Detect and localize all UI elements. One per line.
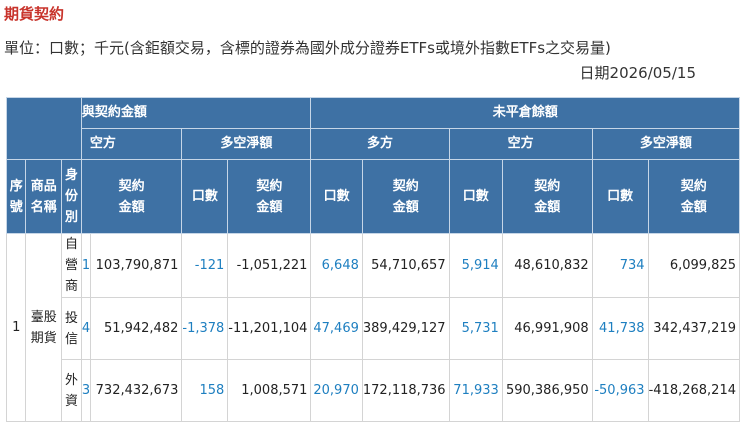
cell-open-short-contracts[interactable]: 5,914 bbox=[448, 233, 503, 298]
table-row: 投信 4 51,942,482 -1,378 -11,201,104 47,46… bbox=[7, 297, 740, 360]
futures-table: 與契約金額 未平倉餘額 空方 多空淨額 多方 空方 多空淨額 序號 商品名稱 身… bbox=[5, 97, 740, 422]
row-clipped-qty[interactable]: 3 bbox=[80, 359, 92, 422]
cell-traded-net-amount: -11,201,104 bbox=[227, 297, 312, 360]
header-open-short: 空方 bbox=[448, 128, 593, 160]
header-product: 商品名稱 bbox=[25, 159, 63, 234]
header-open-long-contracts: 口數 bbox=[310, 159, 363, 234]
table-row: 外資 3 732,432,673 158 1,008,571 20,970 17… bbox=[7, 359, 740, 422]
cell-traded-net-contracts[interactable]: 158 bbox=[181, 359, 229, 422]
header-open-net: 多空淨額 bbox=[591, 128, 740, 160]
header-open-long-amount: 契約金額 bbox=[361, 159, 450, 234]
header-traded-net-contracts: 口數 bbox=[181, 159, 229, 234]
header-traded-net-amount: 契約金額 bbox=[227, 159, 312, 234]
cell-traded-short-amount: 732,432,673 bbox=[90, 359, 183, 422]
header-seq: 序號 bbox=[5, 159, 27, 234]
cell-open-long-contracts[interactable]: 47,469 bbox=[310, 297, 363, 360]
cell-open-net-amount: -418,268,214 bbox=[647, 359, 740, 422]
row-product: 臺股期貨 bbox=[25, 233, 63, 422]
unit-note: 單位：口數；千元(含鉅額交易，含標的證券為國外成分證券ETFs或境外指數ETFs… bbox=[4, 39, 611, 57]
cell-open-net-contracts[interactable]: 41,738 bbox=[591, 297, 649, 360]
cell-open-long-amount: 54,710,657 bbox=[361, 233, 450, 298]
header-group-traded: 與契約金額 bbox=[80, 97, 312, 129]
cell-open-net-contracts[interactable]: 734 bbox=[591, 233, 649, 298]
table-row: 1 臺股期貨 自營商 1 103,790,871 -121 -1,051,221… bbox=[5, 233, 740, 422]
cell-open-net-amount: 6,099,825 bbox=[647, 233, 740, 298]
cell-open-long-contracts[interactable]: 6,648 bbox=[310, 233, 363, 298]
cell-open-long-amount: 389,429,127 bbox=[361, 297, 450, 360]
cell-traded-net-amount: 1,008,571 bbox=[227, 359, 312, 422]
cell-open-long-contracts[interactable]: 20,970 bbox=[310, 359, 363, 422]
cell-open-short-amount: 590,386,950 bbox=[501, 359, 593, 422]
header-open-long: 多方 bbox=[310, 128, 450, 160]
header-open-short-amount: 契約金額 bbox=[501, 159, 593, 234]
header-traded-net: 多空淨額 bbox=[181, 128, 312, 160]
row-clipped-qty[interactable]: 1 bbox=[80, 233, 92, 298]
cell-open-short-amount: 48,610,832 bbox=[501, 233, 593, 298]
cell-open-net-contracts[interactable]: -50,963 bbox=[591, 359, 649, 422]
header-group-open-interest: 未平倉餘額 bbox=[310, 97, 740, 129]
cell-traded-short-amount: 51,942,482 bbox=[90, 297, 183, 360]
cell-traded-net-contracts[interactable]: -121 bbox=[181, 233, 229, 298]
cell-open-net-amount: 342,437,219 bbox=[647, 297, 740, 360]
header-blank bbox=[6, 97, 82, 160]
header-open-net-amount: 契約金額 bbox=[647, 159, 740, 234]
cell-open-short-amount: 46,991,908 bbox=[501, 297, 593, 360]
header-open-net-contracts: 口數 bbox=[591, 159, 649, 234]
header-identity: 身份別 bbox=[61, 159, 82, 234]
cell-traded-short-amount: 103,790,871 bbox=[90, 233, 183, 298]
row-identity: 外資 bbox=[61, 359, 82, 422]
header-open-short-contracts: 口數 bbox=[448, 159, 503, 234]
report-date: 日期2026/05/15 bbox=[579, 64, 696, 82]
cell-open-short-contracts[interactable]: 5,731 bbox=[448, 297, 503, 360]
row-identity: 投信 bbox=[61, 297, 82, 360]
row-clipped-qty[interactable]: 4 bbox=[80, 297, 92, 360]
cell-traded-net-amount: -1,051,221 bbox=[227, 233, 312, 298]
page-title: 期貨契約 bbox=[4, 5, 65, 23]
cell-open-short-contracts[interactable]: 71,933 bbox=[448, 359, 503, 422]
header-traded-short-amount: 契約金額 bbox=[80, 159, 183, 234]
cell-traded-net-contracts[interactable]: -1,378 bbox=[181, 297, 229, 360]
header-traded-short: 空方 bbox=[80, 128, 183, 160]
row-seq: 1 bbox=[5, 233, 27, 422]
row-identity: 自營商 bbox=[61, 233, 82, 298]
cell-open-long-amount: 172,118,736 bbox=[361, 359, 450, 422]
